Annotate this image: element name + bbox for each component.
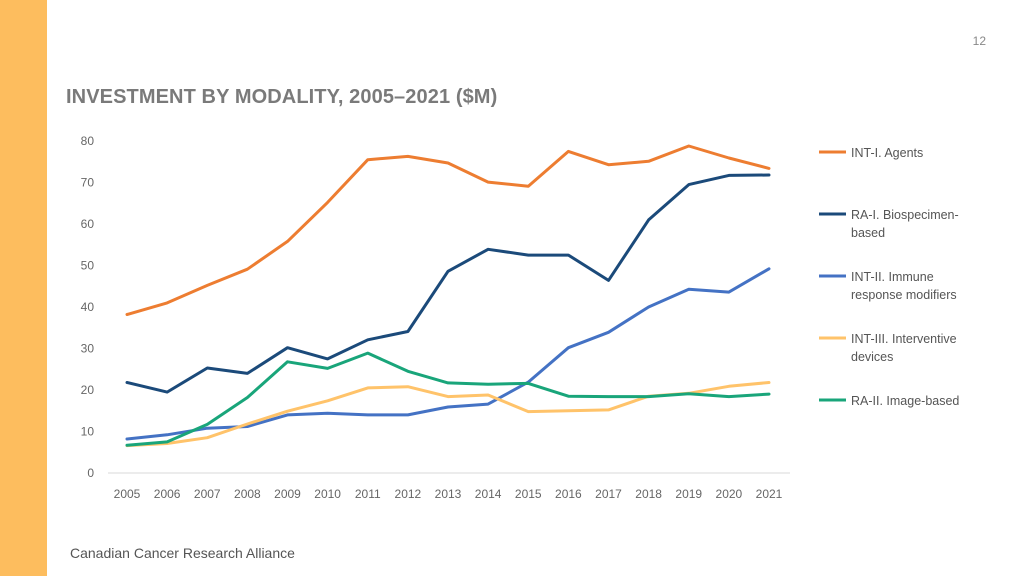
x-tick-label: 2009: [274, 487, 301, 501]
x-tick-label: 2007: [194, 487, 221, 501]
y-axis-ticks: 0 10 20 30 40 50 60 70 80: [81, 134, 95, 480]
x-tick-label: 2019: [675, 487, 702, 501]
x-axis-ticks: 2005 2006 2007 2008 2009 2010 2011 2012 2013 2014…: [114, 487, 783, 501]
y-tick-label: 80: [81, 134, 95, 148]
legend-item: INT-III. Interventive devices: [819, 332, 957, 364]
x-tick-label: 2020: [716, 487, 743, 501]
series-line-2: [125, 173, 771, 394]
y-tick-label: 20: [81, 383, 95, 397]
x-tick-label: 2012: [395, 487, 422, 501]
y-tick-label: 70: [81, 176, 95, 190]
x-tick-label: 2005: [114, 487, 141, 501]
x-tick-label: 2013: [435, 487, 462, 501]
legend-label: INT-III. Interventive: [851, 332, 957, 346]
x-tick-label: 2014: [475, 487, 502, 501]
legend-label: INT-I. Agents: [851, 146, 923, 160]
series-line-5: [125, 351, 771, 447]
y-tick-label: 10: [81, 425, 95, 439]
y-tick-label: 50: [81, 259, 95, 273]
legend-label: response modifiers: [851, 288, 957, 302]
legend-label: RA-I. Biospecimen-: [851, 208, 959, 222]
legend-item: INT-II. Immune response modifiers: [819, 270, 957, 302]
legend-label: devices: [851, 350, 893, 364]
x-tick-label: 2011: [355, 487, 381, 501]
chart-title: INVESTMENT BY MODALITY, 2005–2021 ($M): [66, 86, 498, 108]
side-accent-bar: [0, 0, 47, 576]
y-tick-label: 40: [81, 300, 95, 314]
x-tick-label: 2010: [314, 487, 341, 501]
y-tick-label: 30: [81, 342, 95, 356]
y-tick-label: 60: [81, 217, 95, 231]
x-tick-label: 2016: [555, 487, 582, 501]
legend-label: based: [851, 226, 885, 240]
legend: INT-I. Agents RA-I. Biospecimen-based INT-…: [819, 146, 959, 408]
series-lines: [125, 144, 771, 448]
legend-label: RA-II. Image-based: [851, 394, 959, 408]
legend-item: INT-I. Agents: [819, 146, 923, 160]
x-tick-label: 2021: [756, 487, 783, 501]
x-tick-label: 2006: [154, 487, 181, 501]
x-tick-label: 2017: [595, 487, 622, 501]
x-tick-label: 2015: [515, 487, 542, 501]
legend-item: RA-II. Image-based: [819, 394, 959, 408]
legend-label: INT-II. Immune: [851, 270, 934, 284]
page-number: 12: [972, 34, 986, 48]
x-tick-label: 2018: [635, 487, 662, 501]
x-tick-label: 2008: [234, 487, 261, 501]
series-line-1: [125, 144, 771, 316]
y-tick-label: 0: [87, 466, 94, 480]
footer-organization: Canadian Cancer Research Alliance: [70, 545, 295, 561]
legend-item: RA-I. Biospecimen-based: [819, 208, 959, 240]
